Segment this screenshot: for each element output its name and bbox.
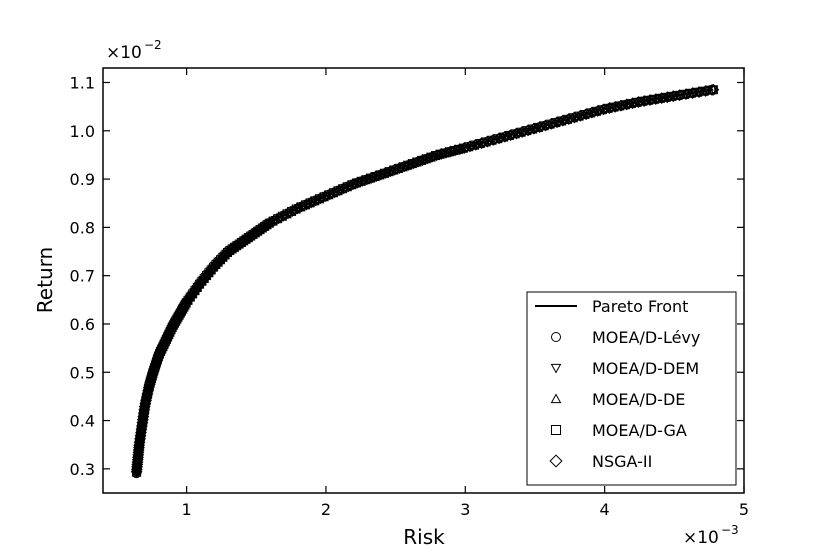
legend-label: MOEA/D-Lévy (592, 328, 700, 347)
y-tick-label: 0.6 (70, 315, 95, 334)
marker-nsga-ii (644, 94, 656, 106)
x-tick-label: 1 (182, 500, 192, 519)
x-tick-label: 3 (460, 500, 470, 519)
legend-label: MOEA/D-DEM (592, 359, 699, 378)
legend-label: MOEA/D-GA (592, 421, 687, 440)
y-multiplier-base: ×10 (106, 43, 142, 63)
legend-box (526, 291, 737, 486)
marker-nsga-ii (130, 463, 143, 476)
legend-label: MOEA/D-DE (592, 390, 685, 409)
y-multiplier-exponent: −2 (144, 38, 162, 52)
x-tick-label: 5 (739, 500, 749, 519)
marker-nsga-ii (217, 250, 230, 263)
marker-nsga-ii (130, 465, 143, 478)
marker-nsga-ii (673, 89, 686, 102)
marker-nsga-ii (649, 93, 662, 106)
marker-nsga-ii (638, 95, 651, 107)
x-tick-label: 2 (321, 500, 331, 519)
marker-nsga-ii (609, 100, 622, 113)
y-tick-label: 0.4 (70, 412, 95, 431)
x-multiplier-base: ×10 (683, 528, 719, 548)
marker-nsga-ii (632, 96, 645, 108)
x-axis-label: Risk (403, 525, 445, 549)
marker-nsga-ii (661, 91, 674, 104)
marker-nsga-ii (680, 88, 692, 101)
legend-items: Pareto Front MOEA/D-Lévy MOEA/D-DEM MOEA/D-… (535, 297, 700, 471)
y-tick-label: 0.8 (70, 218, 95, 237)
legend-marker-triangle-down (550, 363, 562, 374)
x-multiplier-exponent: −3 (721, 523, 739, 537)
marker-nsga-ii (615, 99, 627, 112)
legend-marker-diamond (549, 454, 563, 468)
y-tick-label: 0.5 (70, 363, 95, 382)
marker-nsga-ii (219, 248, 232, 261)
y-tick-label: 1.0 (70, 122, 95, 141)
y-tick-label: 0.3 (70, 460, 95, 479)
x-axis-multiplier: ×10 −3 (683, 523, 739, 548)
marker-nsga-ii (686, 87, 699, 99)
marker-nsga-ii (707, 83, 720, 96)
legend-marker-circle (551, 332, 561, 342)
marker-nsga-ii (620, 98, 633, 111)
x-tick-label: 4 (600, 500, 610, 519)
legend-label: NSGA-II (592, 452, 652, 471)
marker-nsga-ii (215, 253, 227, 266)
y-tick-label: 0.9 (70, 170, 95, 189)
marker-nsga-ii (706, 84, 718, 96)
plot-frame (102, 67, 745, 494)
y-tick-label: 1.1 (70, 73, 95, 92)
legend-marker-triangle-up (550, 393, 562, 404)
marker-nsga-ii (208, 260, 220, 273)
marker-nsga-ii (655, 92, 668, 105)
legend: Pareto Front MOEA/D-Lévy MOEA/D-DEM MOEA/D-… (526, 291, 737, 486)
y-axis-label: Return (33, 247, 57, 313)
pareto-front-line (135, 88, 714, 474)
x-axis-ticks: 1 2 3 4 5 (182, 68, 749, 519)
marker-nsga-ii (693, 86, 705, 98)
y-axis-multiplier: ×10 −2 (106, 38, 162, 63)
marker-nsga-ii (212, 255, 225, 268)
legend-marker-square (551, 425, 561, 435)
marker-nsga-ii (603, 102, 616, 114)
y-axis-ticks: 0.3 0.4 0.5 0.6 0.7 0.8 0.9 1.0 1.1 (70, 73, 744, 479)
marker-nsga-ii (667, 90, 680, 103)
marker-nsga-ii (210, 258, 223, 270)
legend-label: Pareto Front (592, 297, 688, 316)
y-tick-label: 0.7 (70, 267, 95, 286)
